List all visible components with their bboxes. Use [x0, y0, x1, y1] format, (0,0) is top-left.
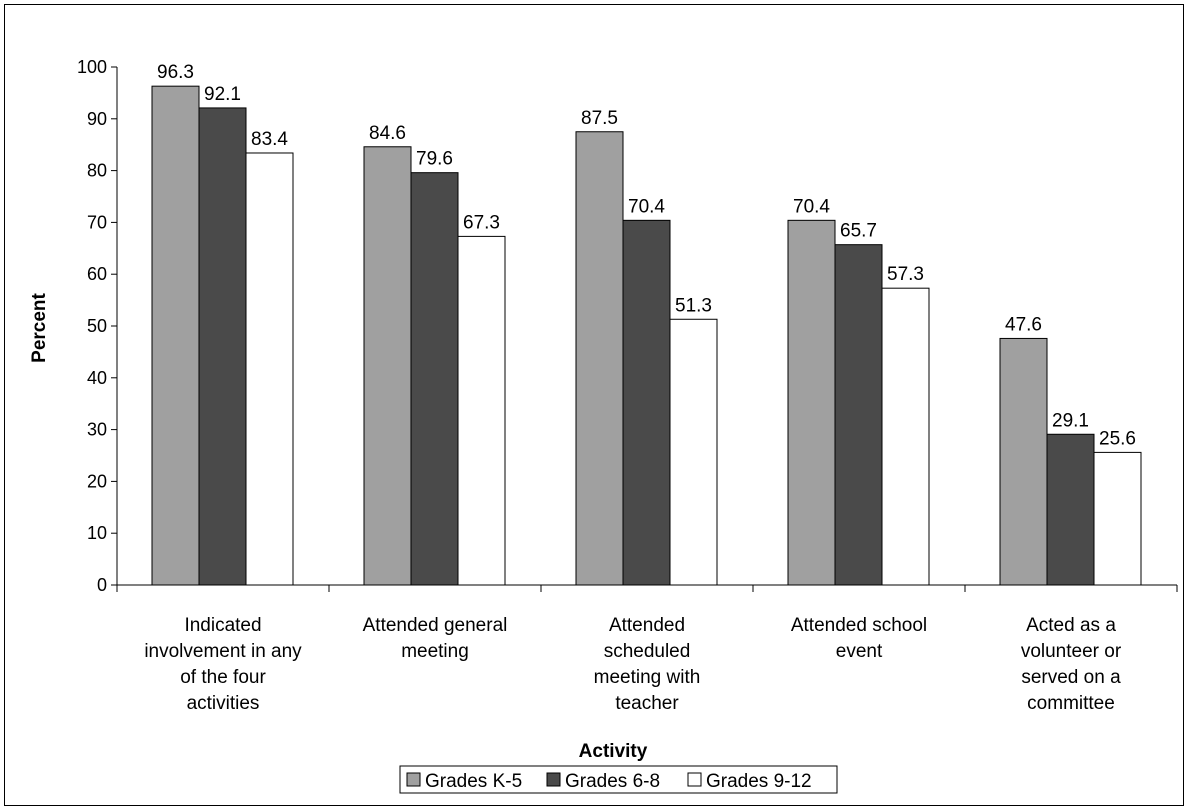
data-label: 25.6 — [1099, 428, 1136, 449]
y-axis-ticks: 0 10 20 30 40 50 60 70 80 90 100 — [77, 57, 117, 595]
bar-grades-6-8-4 — [1046, 433, 1095, 586]
data-label: 67.3 — [463, 212, 500, 233]
y-tick-label: 10 — [87, 523, 107, 543]
data-label: 65.7 — [840, 221, 877, 242]
bar-grades-k-5-4 — [999, 337, 1048, 586]
data-label: 92.1 — [204, 84, 241, 105]
bar-grades-9-12-4 — [1093, 451, 1142, 586]
data-label: 96.3 — [157, 62, 194, 83]
legend-box — [399, 765, 838, 794]
data-label: 70.4 — [793, 196, 830, 217]
data-labels: 96.3 84.6 87.5 70.4 47.6 92.1 79.6 70.4 65.7 29.1… — [157, 62, 1136, 449]
category-label: Acted as a volunteer or served on a committ… — [1021, 615, 1122, 714]
y-tick-label: 50 — [87, 316, 107, 336]
legend-entry: Grades 9-12 — [706, 771, 812, 792]
bar-grades-k-5-3 — [787, 219, 836, 586]
bar-grades-k-5-2 — [575, 131, 624, 586]
bar-grades-k-5-1 — [363, 146, 412, 586]
data-label: 57.3 — [887, 264, 924, 285]
data-label: 70.4 — [628, 196, 665, 217]
y-tick-label: 80 — [87, 161, 107, 181]
category-labels: Indicated involvement in any of the four ac… — [144, 615, 1122, 714]
bar-grades-9-12-3 — [881, 287, 930, 586]
y-tick-label: 90 — [87, 109, 107, 129]
data-label: 87.5 — [581, 108, 618, 129]
axes — [116, 67, 1178, 592]
legend-swatch — [546, 772, 561, 787]
y-tick-label: 70 — [87, 212, 107, 232]
y-tick-label: 20 — [87, 471, 107, 491]
bar-grades-6-8-3 — [834, 244, 883, 586]
data-label: 29.1 — [1052, 410, 1089, 431]
data-label: 51.3 — [675, 295, 712, 316]
bar-grades-6-8-0 — [198, 107, 247, 586]
bar-grades-k-5-0 — [151, 85, 200, 586]
chart-frame: Percent Activity 0 10 20 30 40 50 60 70 80 90 100 … — [4, 4, 1184, 806]
data-label: 79.6 — [416, 149, 453, 170]
bar-grades-6-8-1 — [410, 172, 459, 586]
y-axis-title: Percent — [29, 292, 50, 362]
data-label: 84.6 — [369, 123, 406, 144]
data-label: 47.6 — [1005, 314, 1042, 335]
y-tick-label: 100 — [77, 57, 107, 77]
legend-swatch — [406, 772, 421, 787]
data-label: 83.4 — [251, 129, 288, 150]
y-tick-label: 60 — [87, 264, 107, 284]
y-axis-label: Percent — [29, 292, 50, 362]
legend-entry: Grades K-5 — [425, 771, 522, 792]
category-label: Attended general meeting — [363, 615, 508, 662]
y-tick-label: 0 — [97, 575, 107, 595]
bar-grades-9-12-2 — [669, 318, 718, 586]
y-tick-label: 40 — [87, 368, 107, 388]
legend-swatch — [687, 772, 702, 787]
bar-chart: Percent Activity 0102030405060708090100 … — [29, 57, 1178, 794]
category-label: Indicated involvement in any of the four ac… — [144, 615, 302, 714]
bar-grades-9-12-0 — [245, 152, 294, 586]
y-tick-label: 30 — [87, 420, 107, 440]
bars — [151, 85, 1142, 586]
legend-entry: Grades 6-8 — [565, 771, 660, 792]
bar-grades-6-8-2 — [622, 219, 671, 586]
bar-grades-9-12-1 — [457, 235, 506, 586]
category-label: Attended school event — [791, 615, 927, 662]
x-axis-label: Activity — [579, 741, 648, 762]
legend: Grades K-5 Grades 6-8 Grades 9-12 — [399, 765, 838, 794]
category-label: Attended scheduled meeting with teacher — [594, 615, 701, 714]
